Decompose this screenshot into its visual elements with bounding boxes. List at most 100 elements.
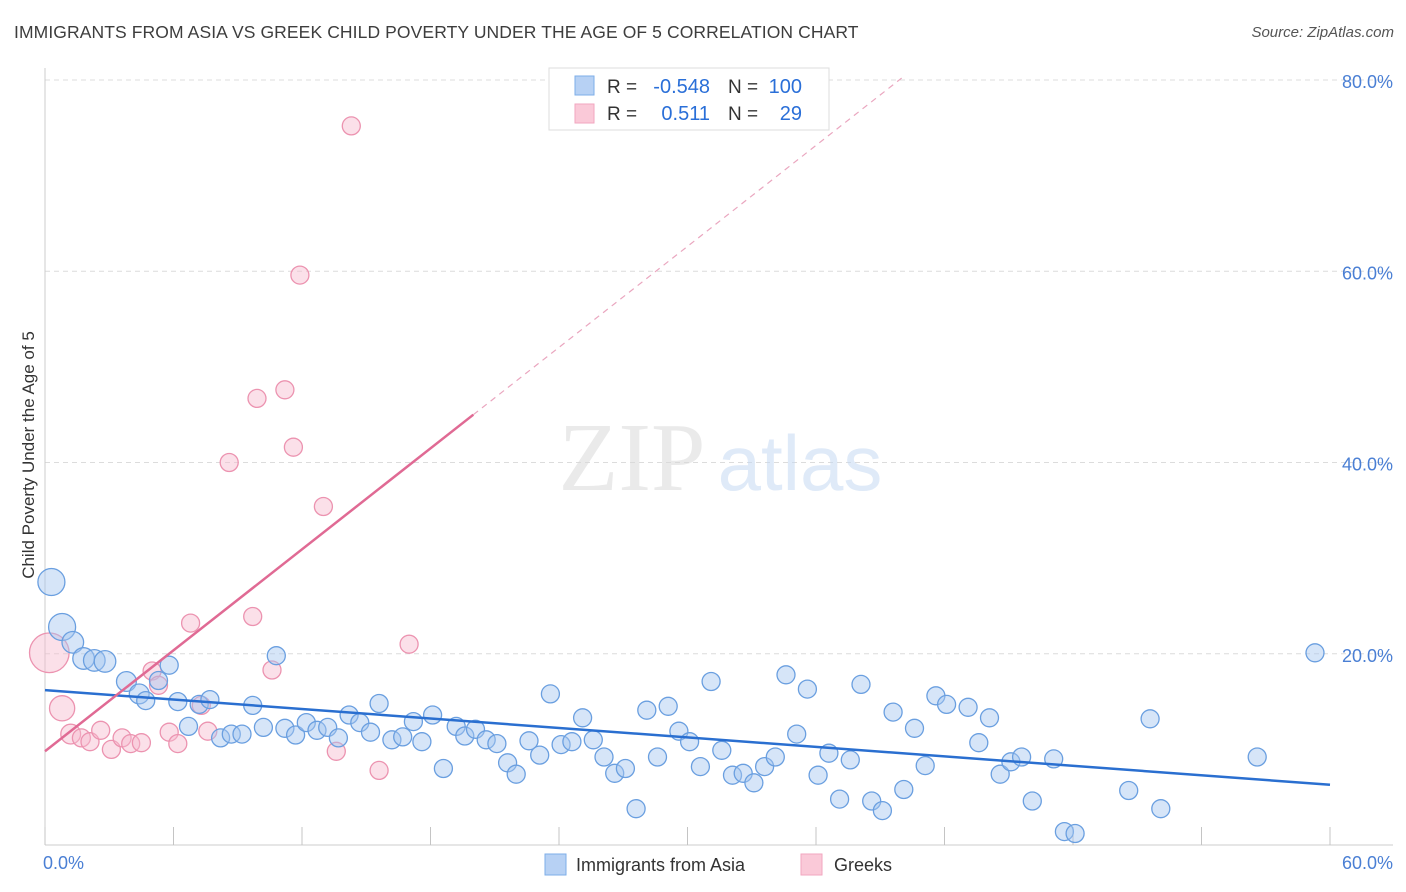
- point-asia-23: [296, 712, 316, 733]
- point-asia-30: [369, 693, 389, 714]
- point-asia-11: [168, 691, 188, 712]
- asia-points: [37, 567, 1325, 844]
- trend-line-asia: [44, 688, 1331, 787]
- y-tick-label-2: 60.0%: [1342, 263, 1393, 283]
- point-asia-95: [1140, 709, 1160, 729]
- point-asia-33: [403, 711, 424, 732]
- point-asia-79: [894, 779, 914, 800]
- watermark-atlas: atlas: [718, 419, 883, 507]
- point-asia-22: [285, 725, 306, 745]
- point-asia-98: [1305, 643, 1325, 663]
- legend-r-value-greeks: 0.511: [661, 103, 710, 125]
- point-asia-87: [990, 764, 1010, 784]
- point-greek-26: [341, 116, 361, 136]
- point-asia-93: [1065, 823, 1085, 844]
- legend-swatch-asia: [574, 75, 595, 96]
- point-greek-8: [121, 733, 141, 754]
- x-tick-label-1: 60.0%: [1342, 853, 1393, 873]
- point-asia-41: [487, 733, 507, 754]
- point-asia-21: [275, 718, 295, 738]
- point-asia-80: [904, 718, 925, 738]
- point-asia-67: [765, 747, 785, 767]
- point-asia-31: [382, 730, 402, 750]
- point-asia-76: [862, 791, 882, 811]
- point-asia-34: [412, 732, 432, 752]
- grid-lines: [45, 79, 1393, 655]
- point-asia-19: [253, 717, 274, 738]
- point-asia-65: [744, 773, 764, 793]
- point-asia-73: [829, 789, 850, 809]
- point-asia-83: [936, 694, 957, 715]
- x-tick-label-0: 0.0%: [43, 853, 84, 873]
- point-asia-62: [712, 740, 732, 760]
- bottom-legend: Immigrants from Asia Greeks: [544, 853, 892, 876]
- point-greek-10: [142, 661, 162, 681]
- point-greek-27: [369, 760, 389, 781]
- point-asia-27: [339, 705, 359, 725]
- y-axis-label: Child Poverty Under the Age of 5: [19, 331, 38, 579]
- point-asia-46: [540, 684, 561, 704]
- point-asia-49: [572, 708, 593, 728]
- tick-labels: 20.0% 40.0% 60.0% 80.0% 0.0% 60.0%: [43, 72, 1393, 873]
- point-asia-6: [115, 670, 137, 693]
- bottom-legend-swatch-asia: [544, 853, 567, 876]
- trend-line-greeks: [44, 413, 475, 753]
- point-asia-44: [519, 731, 539, 751]
- point-greek-28: [399, 634, 419, 654]
- point-greek-23: [283, 437, 304, 457]
- point-greek-19: [243, 606, 263, 627]
- point-asia-60: [690, 756, 711, 777]
- point-asia-70: [797, 679, 818, 699]
- point-asia-59: [679, 732, 700, 752]
- point-greek-17: [219, 452, 239, 473]
- point-asia-57: [658, 696, 678, 716]
- point-asia-50: [583, 730, 603, 750]
- point-asia-36: [433, 758, 454, 779]
- legend-r-label-greeks: R =: [607, 104, 642, 125]
- point-greek-2: [60, 723, 82, 745]
- point-asia-26: [328, 728, 349, 748]
- point-asia-47: [551, 734, 571, 755]
- bottom-legend-swatch-greeks: [800, 853, 823, 876]
- trend-lines: [44, 77, 1331, 787]
- watermark: ZIP atlas: [559, 404, 883, 512]
- point-asia-56: [647, 747, 668, 767]
- bottom-legend-greeks: Greeks: [834, 855, 892, 875]
- point-asia-51: [594, 747, 614, 767]
- source-label: Source: ZipAtlas.com: [1251, 24, 1394, 41]
- point-asia-61: [701, 671, 721, 692]
- legend: R = -0.548 N = 100 R = 0.511 N = 29: [548, 67, 830, 131]
- legend-box: [548, 67, 830, 131]
- point-asia-53: [615, 758, 636, 779]
- chart-title: IMMIGRANTS FROM ASIA VS GREEK CHILD POVE…: [14, 22, 859, 42]
- point-asia-64: [733, 763, 753, 783]
- legend-n-value-greeks: 29: [780, 103, 802, 125]
- point-asia-90: [1022, 791, 1042, 811]
- point-asia-5: [93, 649, 117, 673]
- point-asia-38: [455, 726, 475, 746]
- point-asia-20: [266, 646, 286, 666]
- axes: [44, 68, 1393, 846]
- point-asia-69: [787, 724, 807, 744]
- point-asia-77: [872, 800, 893, 821]
- point-greek-18: [247, 388, 267, 409]
- legend-r-label-asia: R =: [607, 77, 642, 98]
- point-asia-75: [851, 674, 871, 695]
- point-asia-85: [969, 733, 989, 753]
- point-asia-12: [178, 716, 199, 737]
- point-asia-29: [360, 722, 381, 742]
- point-greek-13: [168, 733, 188, 754]
- point-asia-97: [1247, 747, 1267, 767]
- point-asia-45: [530, 745, 550, 765]
- point-asia-54: [626, 799, 646, 819]
- point-asia-17: [232, 724, 252, 744]
- bottom-legend-asia: Immigrants from Asia: [576, 855, 746, 875]
- legend-r-value-asia: -0.548: [653, 76, 710, 98]
- point-asia-66: [754, 756, 775, 777]
- point-asia-9: [148, 670, 169, 691]
- point-asia-48: [562, 732, 582, 752]
- point-asia-84: [958, 697, 978, 717]
- point-asia-2: [61, 630, 85, 654]
- point-asia-10: [159, 655, 179, 675]
- point-asia-71: [808, 765, 828, 785]
